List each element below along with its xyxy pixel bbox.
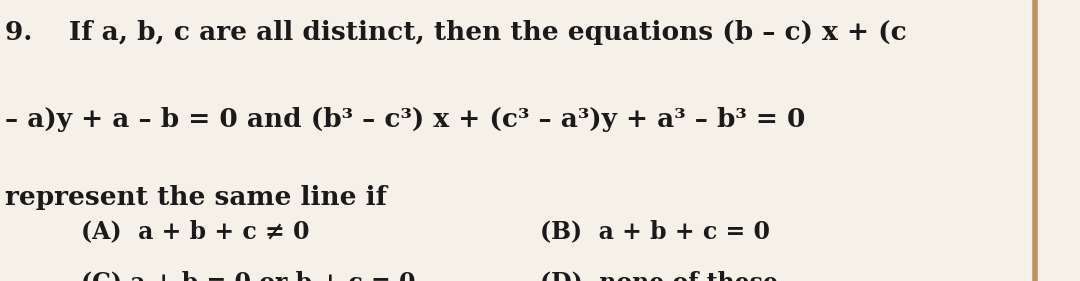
Text: represent the same line if: represent the same line if bbox=[5, 185, 388, 210]
Text: (A)  a + b + c ≠ 0: (A) a + b + c ≠ 0 bbox=[81, 219, 310, 243]
Text: (C) a + b = 0 or b + c = 0: (C) a + b = 0 or b + c = 0 bbox=[81, 270, 416, 281]
Text: (B)  a + b + c = 0: (B) a + b + c = 0 bbox=[540, 219, 770, 243]
Text: – a)y + a – b = 0 and (b³ – c³) x + (c³ – a³)y + a³ – b³ = 0: – a)y + a – b = 0 and (b³ – c³) x + (c³ … bbox=[5, 107, 806, 132]
Text: 9.    If a, b, c are all distinct, then the equations (b – c) x + (c: 9. If a, b, c are all distinct, then the… bbox=[5, 20, 907, 45]
Text: (D)  none of these: (D) none of these bbox=[540, 270, 778, 281]
